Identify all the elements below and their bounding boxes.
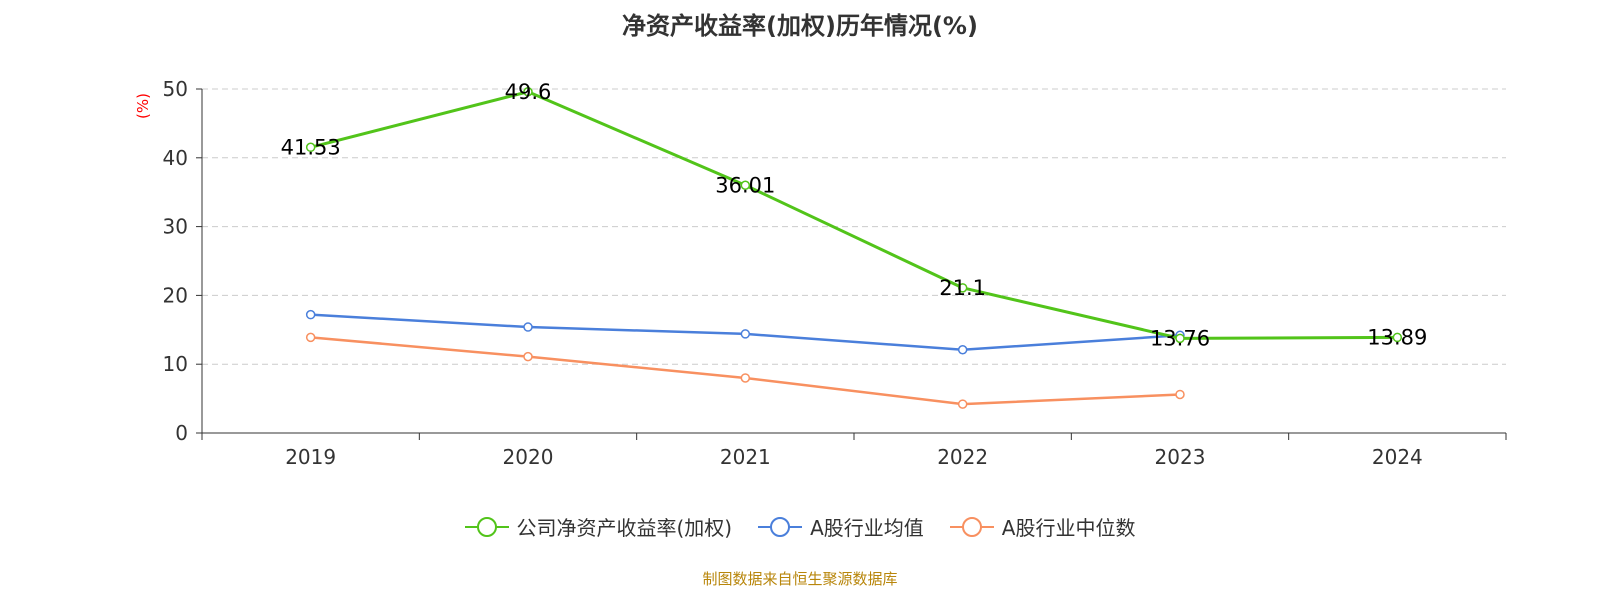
data-point (740, 329, 751, 339)
legend-item[interactable]: 公司净资产收益率(加权) (464, 512, 733, 541)
legend-label: A股行业均值 (810, 516, 924, 540)
data-point (957, 345, 968, 355)
data-point (305, 309, 316, 320)
x-tick-label: 2021 (720, 445, 771, 469)
y-tick-label: 20 (163, 283, 188, 307)
chart-title: 净资产收益率(加权)历年情况(%) (622, 12, 978, 40)
legend-line-marker-icon (758, 516, 803, 537)
data-point (523, 351, 533, 362)
y-tick-label: 50 (163, 77, 188, 101)
data-point (1175, 389, 1185, 400)
series-line (310, 90, 1398, 340)
x-tick-label: 2020 (503, 445, 554, 469)
chart-legend: 公司净资产收益率(加权) A股行业均值 A股行业中位数 (0, 512, 1600, 541)
x-tick-label: 2023 (1155, 445, 1206, 469)
legend-line-marker-icon (464, 516, 509, 537)
data-label: 13.89 (1367, 325, 1427, 349)
data-point (523, 322, 533, 332)
legend-item[interactable]: A股行业中位数 (949, 512, 1136, 541)
y-tick-label: 40 (163, 146, 188, 170)
data-label: 49.6 (505, 80, 552, 104)
y-unit-label: (%) (134, 93, 152, 119)
data-point (1392, 332, 1403, 343)
line-chart: 0 10 20 30 40 50 2019 2020 2021 2022 2023 2024 (%) 41… (134, 77, 1507, 469)
legend-item[interactable]: A股行业均值 (758, 512, 924, 541)
data-point (523, 87, 533, 97)
data-label: 21.1 (939, 276, 986, 300)
x-tick-label: 2019 (285, 445, 336, 469)
y-tick-label: 10 (163, 352, 188, 376)
legend-line-marker-icon (949, 516, 994, 537)
data-point (740, 180, 751, 191)
y-tick-label: 30 (163, 215, 188, 239)
data-label: 36.01 (715, 173, 775, 197)
legend-label: 公司净资产收益率(加权) (516, 516, 733, 540)
source-note: 制图数据来自恒生聚源数据库 (702, 570, 898, 588)
data-point (305, 142, 316, 153)
data-point (1175, 333, 1185, 344)
legend-label: A股行业中位数 (1001, 516, 1136, 540)
x-tick-label: 2022 (937, 445, 988, 469)
data-label: 13.76 (1150, 326, 1210, 350)
data-label: 41.53 (281, 135, 341, 159)
data-point (305, 332, 316, 343)
x-tick-label: 2024 (1372, 445, 1423, 469)
series-line (310, 336, 1181, 406)
y-tick-label: 0 (175, 421, 188, 445)
data-point (957, 399, 968, 409)
data-point (740, 373, 751, 383)
data-point (957, 283, 968, 293)
